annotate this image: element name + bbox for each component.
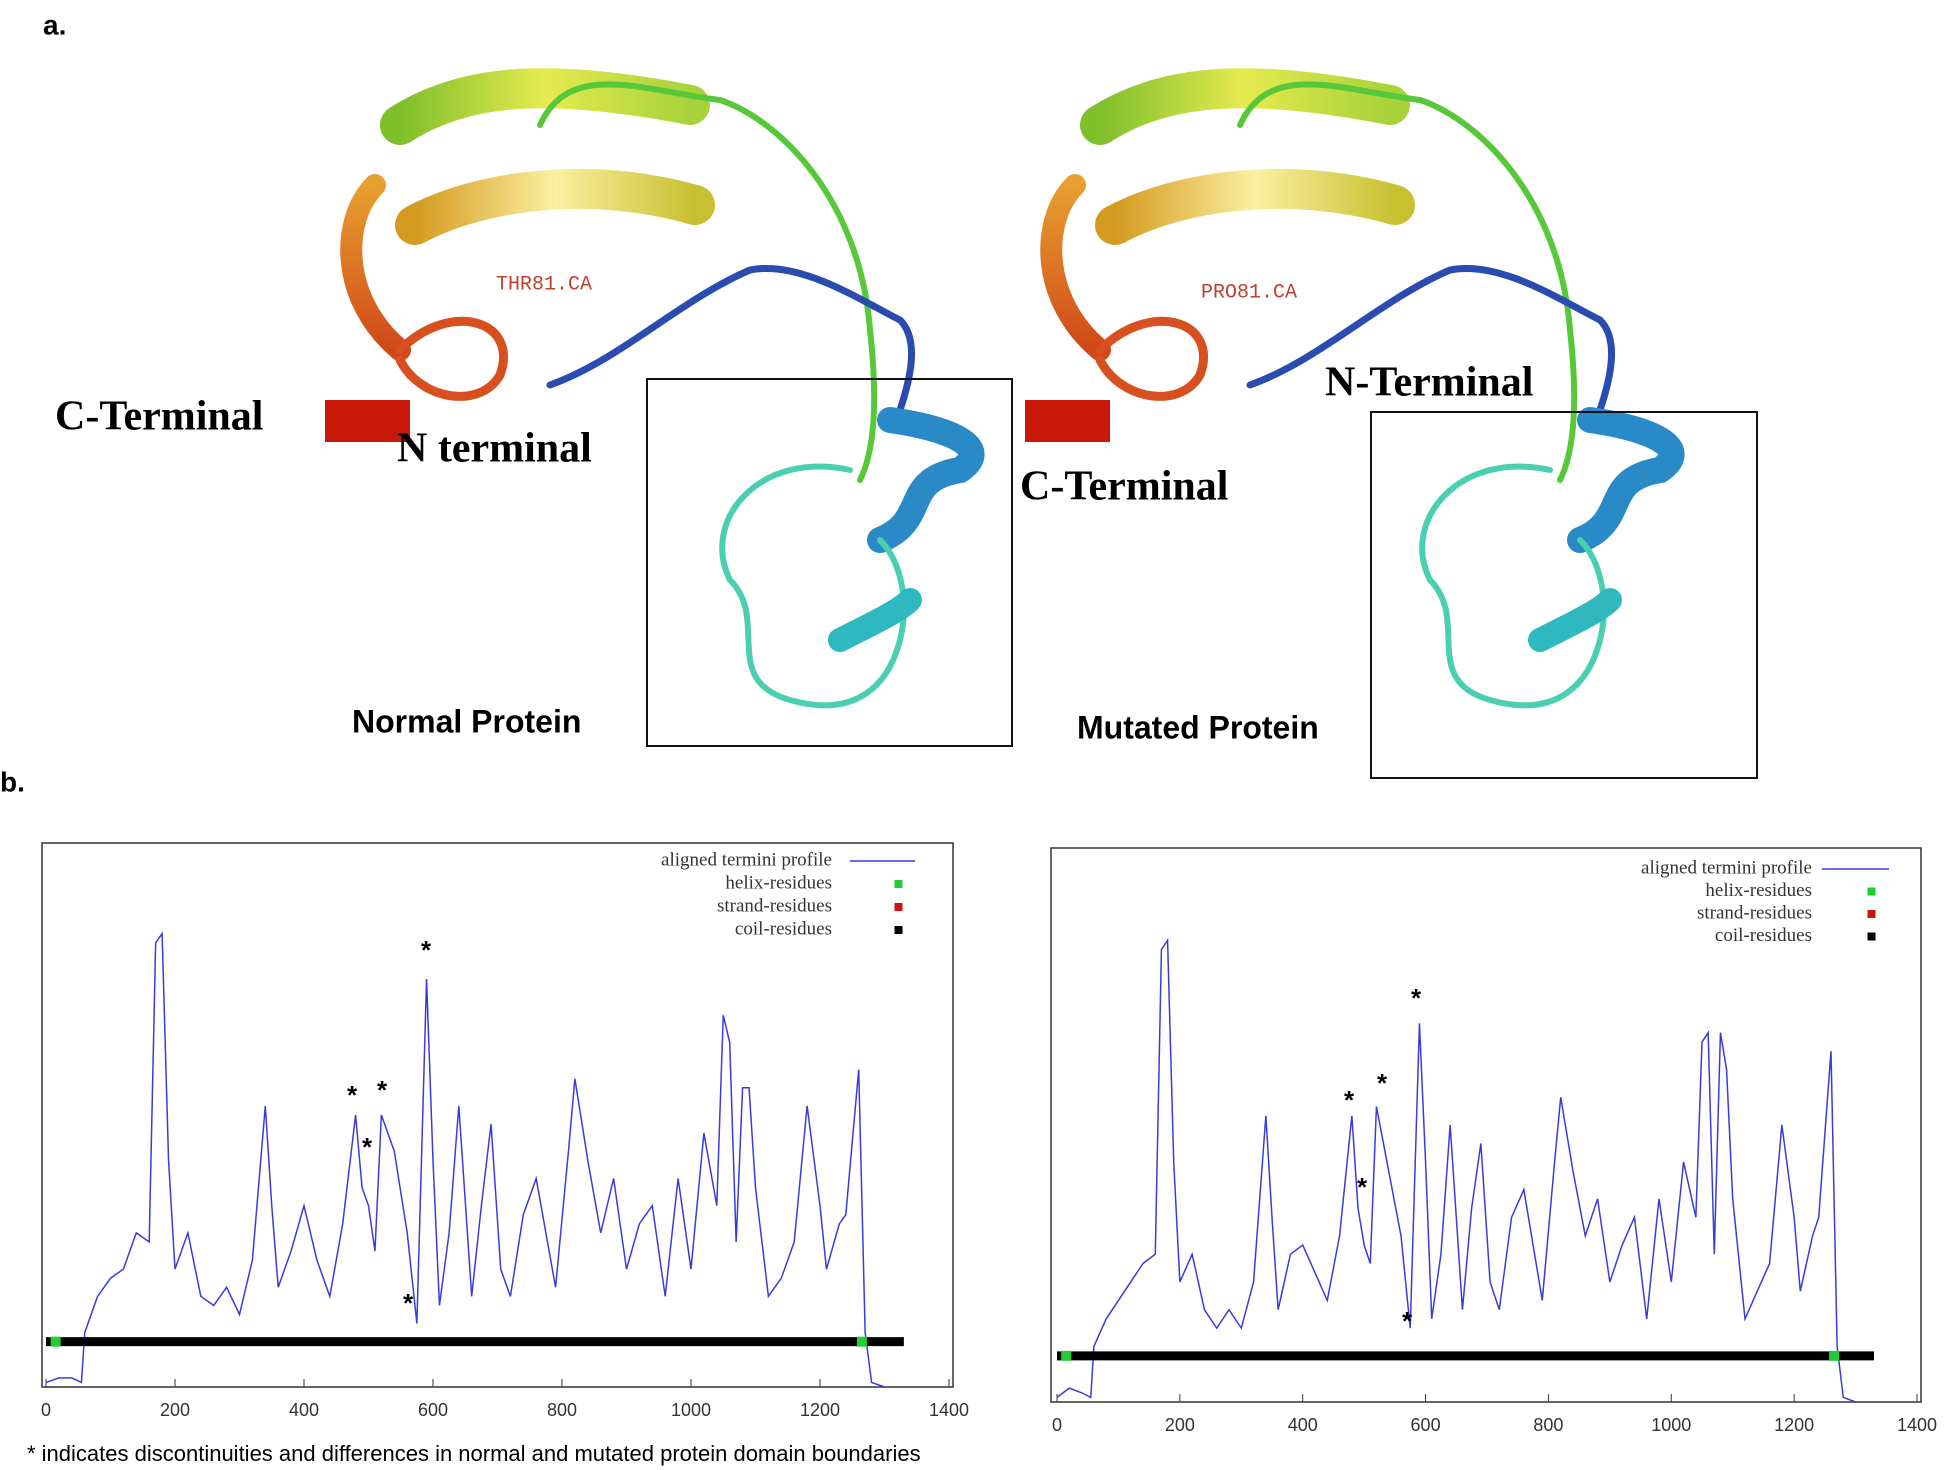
annotation: * (1377, 1068, 1388, 1098)
terminal-label: C-Terminal (55, 394, 263, 440)
legend-label: aligned termini profile (661, 849, 832, 870)
region-box (646, 378, 1013, 747)
legend-label: coil-residues (1715, 925, 1812, 946)
legend-swatch (894, 926, 903, 934)
x-tick-label: 600 (1411, 1415, 1441, 1435)
footnote: * indicates discontinuities and differen… (27, 1441, 921, 1466)
legend-label: coil-residues (735, 918, 832, 939)
x-tick-label: 1000 (1651, 1415, 1691, 1435)
panel-label: a. (43, 9, 66, 40)
x-tick-label: 200 (160, 1400, 190, 1420)
x-tick-label: 1400 (1897, 1415, 1937, 1435)
x-tick-label: 0 (41, 1400, 51, 1420)
caption: Normal Protein (352, 703, 581, 739)
residue-marker (50, 1336, 61, 1347)
legend-swatch (1867, 932, 1876, 941)
legend-swatch (1867, 887, 1876, 896)
protein-ribbon (325, 68, 985, 709)
residue-label: THR81.CA (496, 273, 592, 296)
legend-swatch (894, 880, 903, 888)
annotation: * (403, 1288, 414, 1318)
region-box (1370, 411, 1758, 779)
profile-line (1056, 937, 1856, 1403)
x-tick-label: 1400 (929, 1400, 969, 1420)
x-tick-label: 1200 (800, 1400, 840, 1420)
annotation: * (421, 935, 432, 965)
panel-label: b. (0, 766, 25, 797)
plot-frame (1050, 847, 1922, 1403)
residue-marker (1061, 1350, 1072, 1361)
profile-line (45, 931, 885, 1388)
annotation: * (1402, 1306, 1413, 1336)
x-tick-label: 0 (1052, 1415, 1062, 1435)
legend-label: strand-residues (1697, 902, 1812, 923)
legend-label: strand-residues (717, 895, 832, 916)
caption: Mutated Protein (1077, 709, 1319, 745)
terminal-label: C-Terminal (1020, 464, 1228, 510)
annotation: * (362, 1132, 373, 1162)
annotation: * (1357, 1172, 1368, 1202)
plot-frame (41, 842, 954, 1388)
legend-swatch (1867, 910, 1876, 918)
annotation: * (1411, 983, 1422, 1013)
terminal-label: N terminal (397, 426, 592, 472)
x-tick-label: 400 (1288, 1415, 1318, 1435)
residue-label: PRO81.CA (1201, 281, 1297, 304)
annotation: * (347, 1080, 358, 1110)
legend-label: helix-residues (1705, 880, 1812, 901)
x-tick-label: 200 (1165, 1415, 1195, 1435)
x-tick-label: 800 (1533, 1415, 1563, 1435)
x-tick-label: 1200 (1774, 1415, 1814, 1435)
residue-marker (1829, 1350, 1840, 1361)
x-tick-label: 1000 (671, 1400, 711, 1420)
annotation: * (377, 1075, 388, 1105)
legend-swatch (894, 903, 903, 911)
x-tick-label: 600 (418, 1400, 448, 1420)
terminal-label: N-Terminal (1325, 360, 1533, 406)
legend-label: helix-residues (725, 872, 832, 893)
x-tick-label: 400 (289, 1400, 319, 1420)
legend-label: aligned termini profile (1641, 857, 1812, 878)
x-tick-label: 800 (547, 1400, 577, 1420)
annotation: * (1344, 1085, 1355, 1115)
residue-marker (856, 1336, 867, 1347)
